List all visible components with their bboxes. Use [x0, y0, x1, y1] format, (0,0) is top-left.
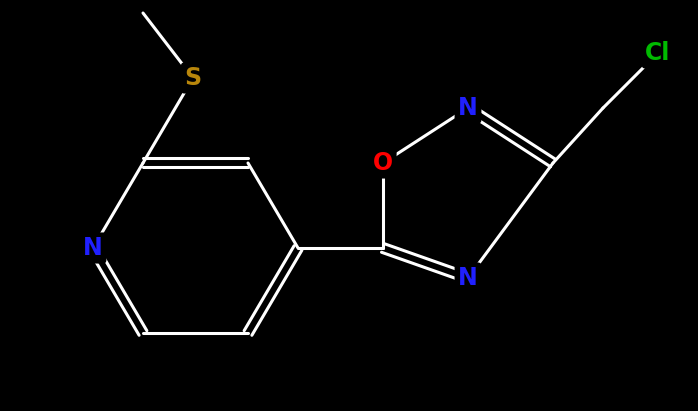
Text: N: N: [458, 266, 478, 290]
Text: Cl: Cl: [646, 41, 671, 65]
Text: N: N: [83, 236, 103, 260]
Text: S: S: [184, 66, 202, 90]
Text: O: O: [373, 151, 393, 175]
Text: N: N: [458, 96, 478, 120]
